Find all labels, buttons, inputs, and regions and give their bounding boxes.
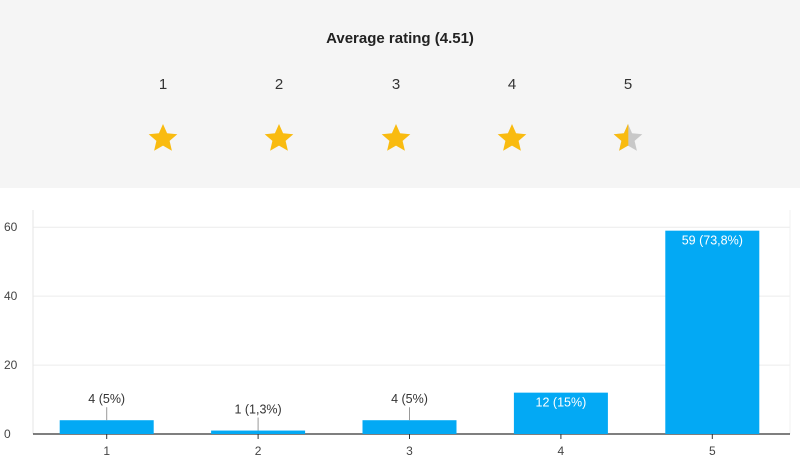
bar-data-label: 1 (1,3%) [234,403,281,417]
rating-bar-chart: 0 20 40 60 1 2 3 4 5 4 (5%) 1 (1,3%) 4 (5%) 12 (15%… [4,210,791,458]
y-tick-label: 0 [4,427,11,441]
x-tick-label: 4 [558,444,565,458]
rating-panel: Average rating (4.51) 1 2 3 4 5 [0,0,800,188]
y-tick-label: 60 [4,220,18,234]
x-tick-label: 1 [103,444,110,458]
bar-data-label: 4 (5%) [88,392,125,406]
star-number-label: 4 [507,76,517,93]
star-rating-3: 3 [366,74,426,154]
bar-data-label: 4 (5%) [391,392,428,406]
star-icon [497,124,527,151]
star-number-label: 1 [158,76,168,93]
x-tick-label: 3 [406,444,413,458]
star-icon [148,124,178,151]
label-layer: 4 (5%) 1 (1,3%) 4 (5%) 12 (15%) 59 (73,8%) [88,234,743,431]
star-number-label: 2 [274,76,284,93]
x-tick-label: 2 [255,444,262,458]
bar [665,230,760,434]
star-icon [381,124,411,151]
y-tick-label: 20 [4,358,18,372]
bar [513,392,608,434]
star-rating-1: 1 [133,74,193,154]
bar-data-label: 12 (15%) [536,396,587,410]
star-number-label: 3 [391,76,401,93]
bar [211,430,306,434]
star-rating-2: 2 [249,74,309,154]
y-tick-label: 40 [4,289,18,303]
star-icon [613,124,643,151]
bar [362,420,457,434]
star-rating-4: 4 [482,74,542,154]
star-rating-5: 5 [598,74,658,154]
grid-layer [33,226,790,366]
average-rating-title: Average rating (4.51) [326,30,474,47]
star-icon [264,124,294,151]
bar-data-label: 59 (73,8%) [682,234,743,248]
x-tick-label: 5 [709,444,716,458]
bar-layer [59,230,760,434]
bar [59,420,154,434]
star-number-label: 5 [623,76,633,93]
